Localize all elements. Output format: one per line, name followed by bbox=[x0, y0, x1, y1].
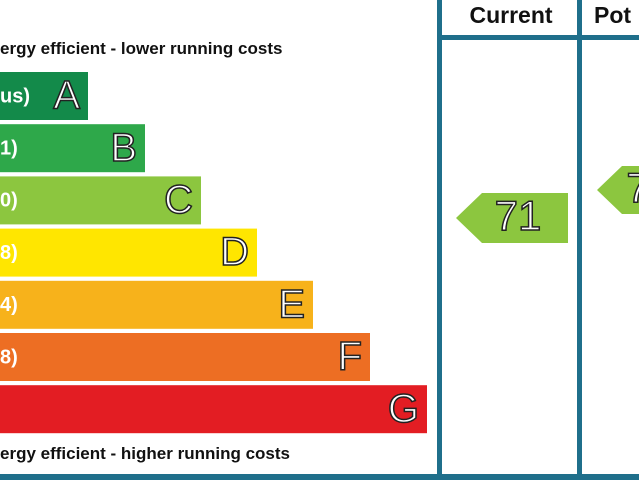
divider bbox=[577, 0, 582, 476]
current-header: Current bbox=[469, 2, 552, 28]
band-range: us) bbox=[0, 85, 30, 107]
band-letter: F bbox=[338, 335, 362, 379]
band-range: 8) bbox=[0, 242, 18, 264]
potential-arrow bbox=[597, 166, 639, 214]
current-rating: 71 bbox=[495, 192, 542, 239]
bottom-note: ergy efficient - higher running costs bbox=[0, 444, 290, 463]
band-bar bbox=[0, 280, 313, 329]
current-arrow bbox=[456, 193, 568, 243]
band-bar bbox=[0, 124, 145, 173]
band-bar bbox=[0, 385, 427, 434]
band-letter: G bbox=[388, 387, 419, 431]
band-range: 1) bbox=[0, 137, 18, 159]
band-bar bbox=[0, 333, 370, 381]
band-letter: A bbox=[53, 74, 80, 118]
band-bar bbox=[0, 228, 257, 277]
band-range: 0) bbox=[0, 190, 18, 212]
band-letter: D bbox=[220, 230, 249, 274]
band-bar bbox=[0, 176, 201, 225]
band-bar bbox=[0, 72, 88, 120]
top-note: ergy efficient - lower running costs bbox=[0, 39, 282, 58]
potential-rating: 7 bbox=[626, 164, 639, 211]
bands: us) A 1) B 0) C 8) D 4) E 8) FG bbox=[0, 72, 427, 434]
band-letter: B bbox=[110, 126, 137, 170]
divider bbox=[437, 0, 442, 476]
bottom-rule bbox=[0, 474, 639, 480]
header-rule bbox=[437, 35, 639, 40]
band-range: 8) bbox=[0, 346, 18, 368]
potential-header: Pot bbox=[594, 2, 631, 28]
band-letter: E bbox=[278, 282, 305, 326]
band-letter: C bbox=[164, 178, 193, 222]
band-range: 4) bbox=[0, 294, 18, 316]
